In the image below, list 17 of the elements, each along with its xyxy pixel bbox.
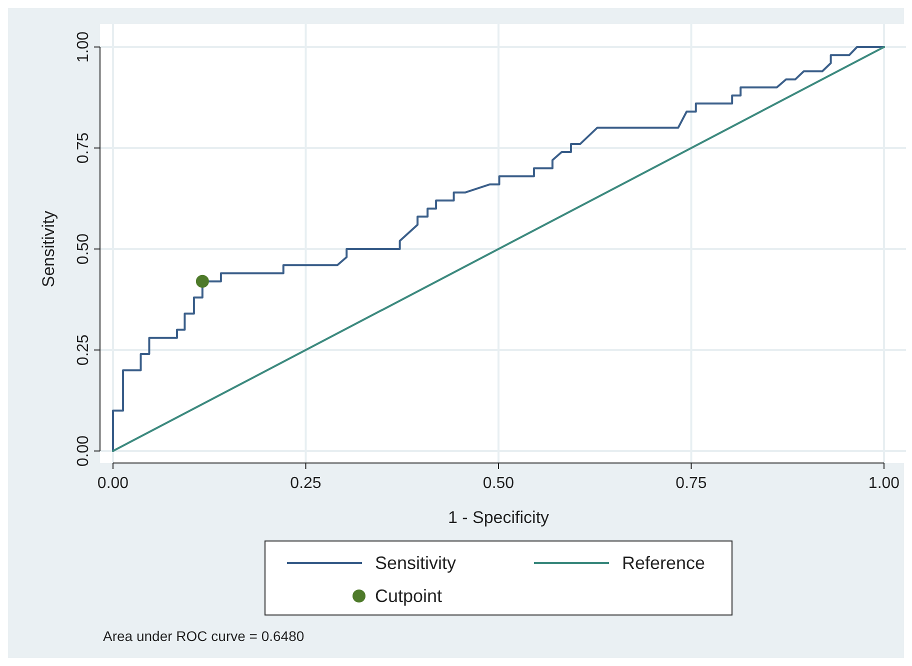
legend-label: Reference [622,553,706,573]
x-tick-label: 1.00 [868,475,900,492]
x-tick-label: 0.50 [482,475,514,492]
y-tick-label: 0.50 [75,233,92,265]
line-series [112,46,885,452]
x-tick-label: 0.00 [97,475,129,492]
y-tick-label: 0.75 [75,132,92,164]
x-axis-title: 1 - Specificity [448,508,550,527]
x-tick-label: 0.75 [676,475,707,492]
text: Area under ROC curve = 0.6480 [103,628,304,644]
legend-label: Cutpoint [375,586,442,606]
legend-label: Sensitivity [375,553,456,573]
y-axis-title: Sensitivity [39,210,58,288]
y-tick-label: 0.00 [75,435,92,467]
y-tick-label: 1.00 [75,31,92,63]
y-tick-label: 0.25 [75,334,92,366]
x-tick-label: 0.25 [290,475,322,492]
